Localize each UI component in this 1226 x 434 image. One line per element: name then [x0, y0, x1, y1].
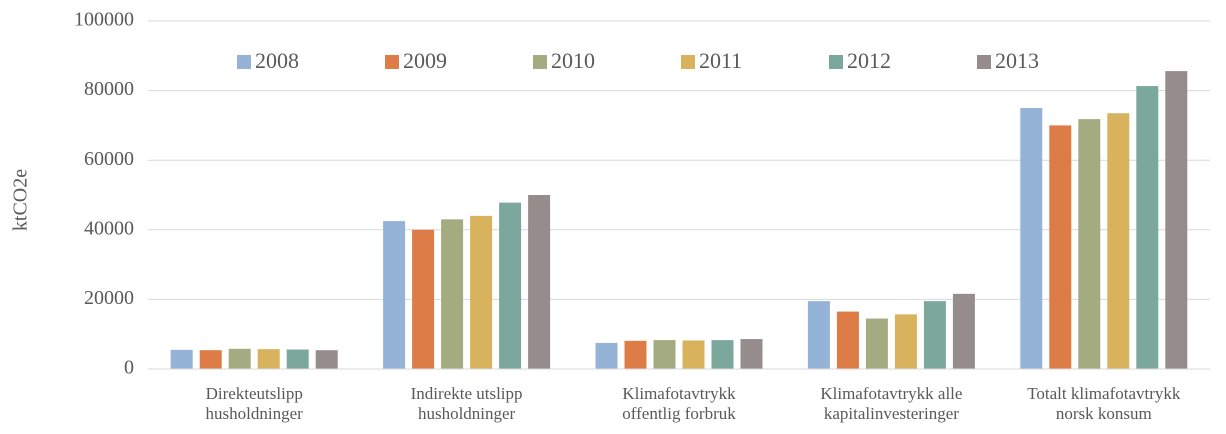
x-tick-label: Klimafotavtrykk	[622, 384, 736, 403]
bar	[865, 318, 888, 369]
bar	[952, 293, 975, 369]
bar	[199, 350, 222, 369]
bar	[1020, 108, 1043, 369]
y-tick-label: 20000	[84, 287, 134, 309]
bar	[923, 301, 946, 369]
bar	[1136, 86, 1159, 370]
bar	[228, 348, 251, 369]
bar	[441, 219, 464, 369]
y-tick-label: 40000	[84, 217, 134, 239]
bar	[1107, 113, 1130, 369]
bar	[624, 340, 647, 369]
y-tick-label: 60000	[84, 148, 134, 170]
x-tick-label: husholdninger	[418, 404, 516, 423]
legend-swatch	[533, 55, 547, 69]
x-tick-label: Klimafotavtrykk alle	[820, 384, 962, 403]
bar	[315, 350, 338, 369]
bar	[383, 221, 406, 369]
legend-label: 2009	[403, 48, 447, 73]
x-tick-label: offentlig forbruk	[622, 404, 736, 423]
y-tick-label: 0	[124, 357, 134, 379]
bar	[682, 340, 705, 369]
x-tick-label: norsk konsum	[1056, 404, 1152, 423]
y-axis-label: ktCO2e	[10, 169, 32, 231]
x-tick-label: Indirekte utslipp	[411, 384, 523, 403]
legend-swatch	[829, 55, 843, 69]
legend-swatch	[681, 55, 695, 69]
x-tick-label: kapitalinvesteringer	[824, 404, 959, 423]
bar	[257, 349, 280, 369]
x-tick-label: husholdninger	[206, 404, 304, 423]
legend-label: 2010	[551, 48, 595, 73]
x-tick-label: Direkteutslipp	[206, 384, 303, 403]
bar	[286, 349, 309, 369]
bar	[740, 339, 763, 369]
bar	[653, 340, 676, 369]
legend-swatch	[385, 55, 399, 69]
bar	[170, 349, 193, 369]
bar	[1049, 125, 1072, 370]
bar	[528, 195, 551, 369]
bar	[595, 342, 618, 369]
legend-label: 2008	[255, 48, 299, 73]
bar	[807, 301, 830, 369]
x-tick-label: Totalt klimafotavtrykk	[1027, 384, 1181, 403]
y-tick-label: 80000	[84, 78, 134, 100]
bar	[894, 314, 917, 369]
legend-label: 2012	[847, 48, 891, 73]
bar	[470, 215, 493, 369]
bar	[1165, 71, 1188, 369]
bar	[1078, 119, 1101, 369]
legend-swatch	[977, 55, 991, 69]
bar	[499, 202, 522, 369]
y-tick-label: 100000	[74, 9, 134, 31]
bar	[836, 311, 859, 369]
legend-label: 2011	[699, 48, 742, 73]
bar	[412, 229, 435, 369]
legend-swatch	[237, 55, 251, 69]
legend-label: 2013	[995, 48, 1039, 73]
bar	[711, 340, 734, 369]
